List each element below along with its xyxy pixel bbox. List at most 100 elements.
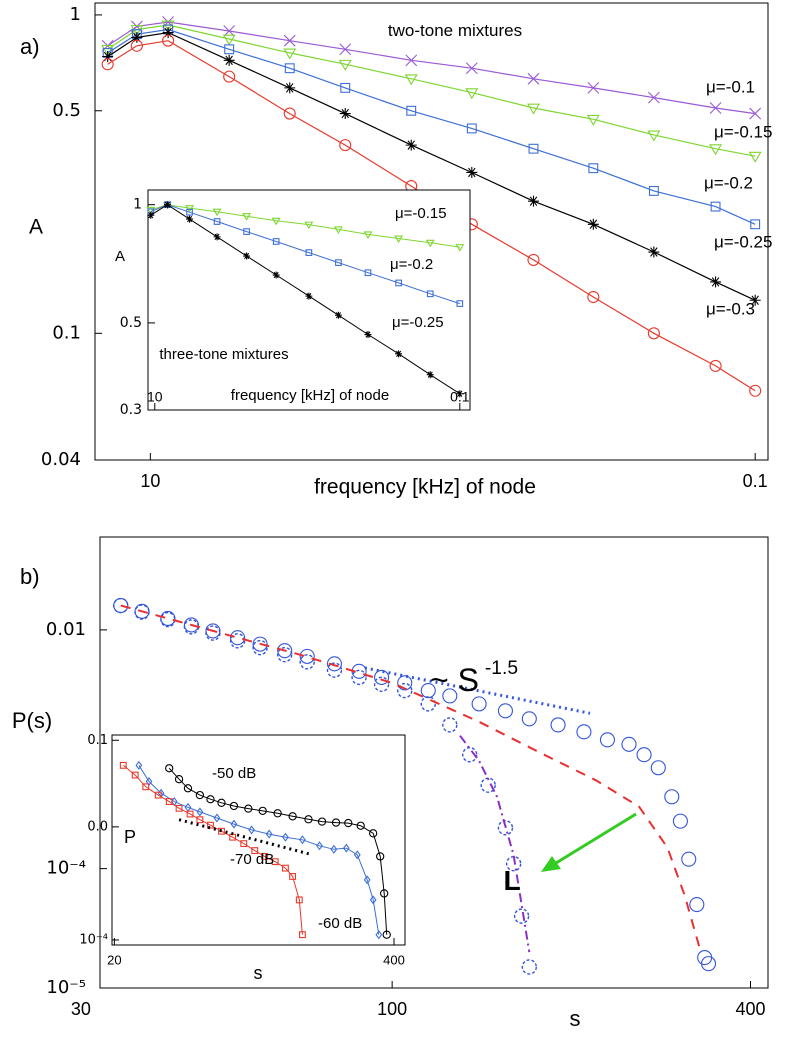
- marker: [265, 829, 273, 839]
- marker: [271, 858, 279, 866]
- marker: [272, 238, 280, 245]
- marker: [277, 643, 293, 659]
- marker: [252, 639, 268, 656]
- marker: [369, 895, 377, 905]
- marker: [334, 311, 342, 319]
- y-axis-label: A: [115, 248, 125, 265]
- marker: [243, 252, 251, 260]
- marker: [689, 897, 705, 913]
- marker: [175, 804, 183, 812]
- marker: [229, 633, 246, 649]
- marker: [382, 930, 391, 939]
- marker: [101, 44, 115, 56]
- marker: [186, 208, 193, 216]
- marker: [162, 27, 174, 39]
- marker: [102, 51, 114, 63]
- y-tick-label: 0.01: [46, 619, 86, 640]
- marker: [101, 58, 114, 71]
- marker: [521, 959, 538, 975]
- marker: [207, 821, 214, 829]
- marker: [339, 43, 352, 56]
- marker: [205, 625, 221, 641]
- marker: [576, 724, 592, 740]
- marker: [710, 201, 721, 212]
- marker: [289, 873, 297, 880]
- marker: [333, 226, 343, 235]
- marker: [271, 217, 281, 226]
- annotation-text: L: [503, 865, 520, 896]
- marker: [380, 889, 389, 898]
- marker: [174, 775, 184, 784]
- y-tick-label: 1: [70, 4, 81, 25]
- y-tick-label: 0.5: [120, 315, 142, 331]
- marker: [213, 813, 221, 823]
- marker: [527, 103, 540, 115]
- marker: [213, 233, 221, 241]
- marker: [283, 48, 297, 60]
- marker: [364, 269, 372, 277]
- marker: [394, 235, 404, 244]
- marker: [356, 821, 365, 830]
- marker: [586, 114, 600, 126]
- x-tick-label: 20: [107, 952, 121, 967]
- annotation-text: ~ S: [430, 662, 479, 698]
- marker: [305, 249, 313, 256]
- marker: [218, 827, 225, 835]
- marker: [223, 70, 236, 83]
- annotation-text: two-tone mixtures: [388, 21, 522, 40]
- marker: [587, 81, 600, 94]
- series-label: μ=-0.1: [706, 77, 755, 96]
- marker: [316, 841, 323, 851]
- marker: [395, 279, 402, 287]
- series-label: μ=-0.25: [714, 232, 772, 251]
- marker: [277, 646, 293, 663]
- marker: [648, 246, 660, 258]
- y-tick-label: 0.3: [120, 402, 142, 418]
- marker: [339, 139, 352, 152]
- marker: [338, 59, 352, 71]
- marker: [750, 219, 761, 230]
- x-tick-label: 10: [140, 471, 160, 491]
- marker: [647, 130, 661, 142]
- marker: [672, 813, 688, 829]
- marker: [223, 54, 235, 66]
- marker: [465, 88, 479, 100]
- marker: [273, 809, 282, 818]
- marker: [113, 597, 129, 614]
- x-tick-label: 400: [735, 999, 765, 1019]
- marker: [242, 213, 252, 221]
- series-label: -60 dB: [318, 915, 362, 932]
- y-tick-label: 1: [133, 197, 142, 213]
- annotation: three-tone mixtures: [159, 346, 288, 363]
- marker: [709, 144, 723, 156]
- marker: [283, 34, 296, 47]
- marker: [465, 62, 478, 75]
- marker: [471, 696, 487, 712]
- series-line: [364, 666, 591, 715]
- marker: [456, 390, 464, 398]
- marker: [261, 852, 269, 860]
- marker: [251, 847, 259, 855]
- series-label: -70 dB: [230, 851, 274, 868]
- marker: [284, 82, 296, 94]
- marker: [304, 221, 314, 230]
- marker: [749, 107, 762, 120]
- y-axis-label: A: [29, 216, 43, 239]
- y-tick-label: 0.1: [87, 733, 108, 748]
- marker: [353, 850, 361, 860]
- marker: [230, 819, 238, 829]
- marker: [130, 39, 143, 52]
- x-axis-label: s: [254, 963, 263, 983]
- marker: [397, 675, 413, 691]
- marker: [217, 798, 226, 807]
- panel-label: a): [20, 34, 40, 59]
- x-tick-label: 100: [377, 999, 407, 1019]
- series-line: [150, 204, 461, 395]
- arrow: [541, 812, 637, 872]
- series-line: [120, 604, 702, 953]
- series-label: μ=-0.15: [714, 122, 772, 141]
- marker: [406, 105, 417, 116]
- marker: [709, 102, 722, 114]
- x-axis-label: s: [570, 1006, 581, 1031]
